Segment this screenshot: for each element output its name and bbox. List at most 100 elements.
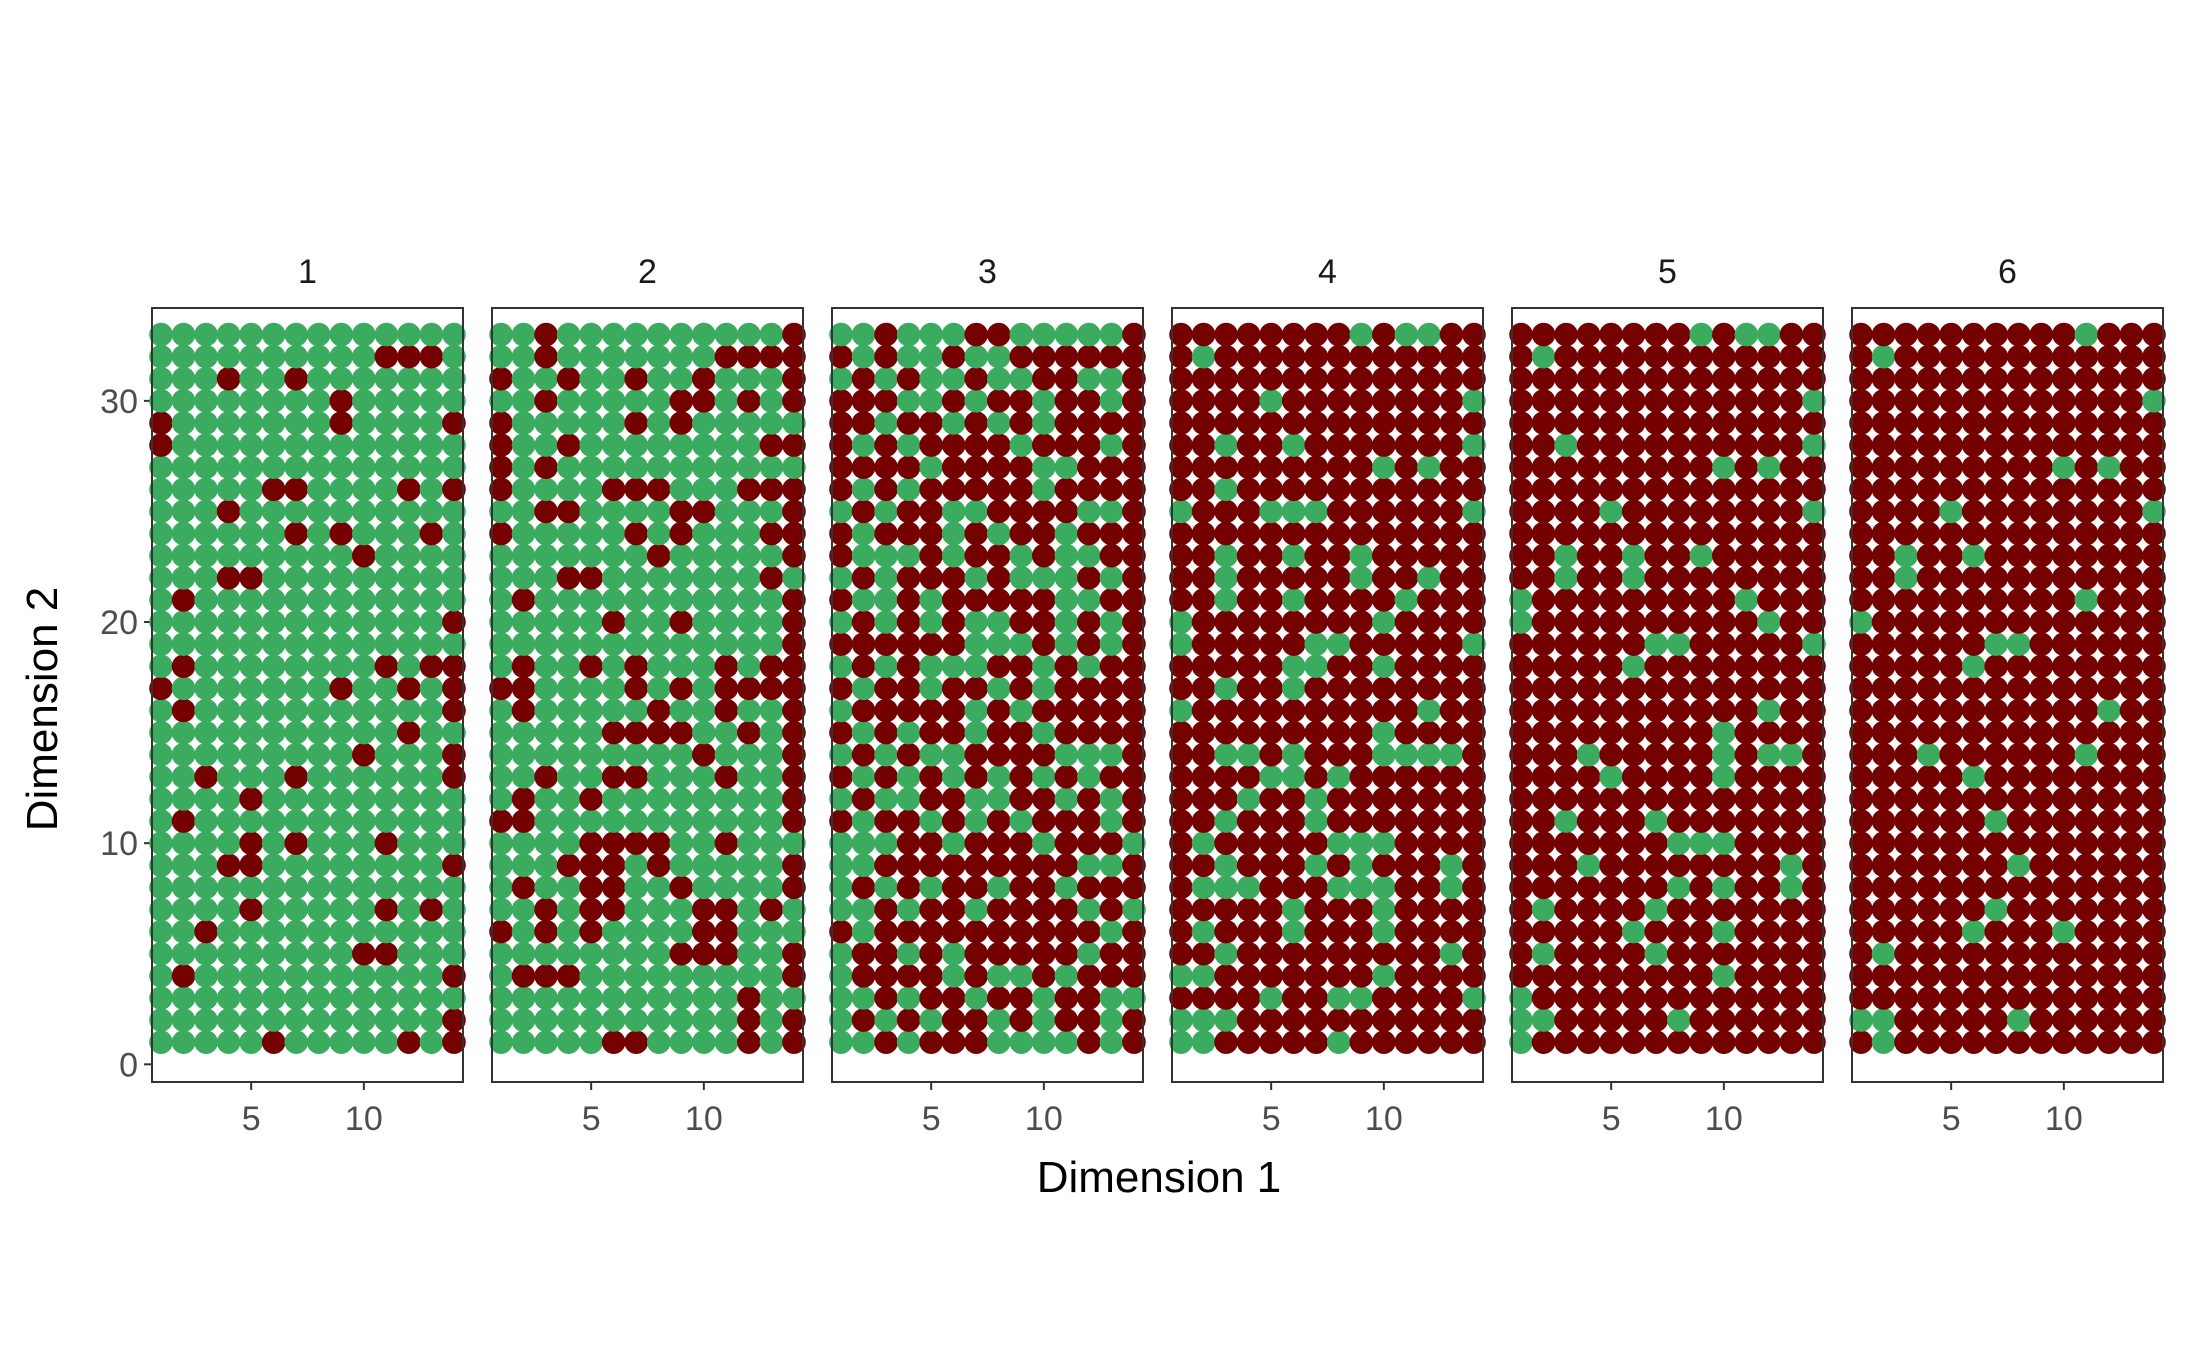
data-point-red <box>1984 455 2009 480</box>
data-point-green <box>851 765 876 789</box>
data-point-green <box>1032 411 1056 435</box>
data-point-red <box>1394 610 1419 634</box>
data-point-green <box>1214 875 1238 900</box>
data-point-red <box>1394 565 1419 590</box>
data-point-green <box>1349 831 1374 855</box>
data-point-green <box>284 676 309 701</box>
data-point-green <box>1099 610 1124 634</box>
data-point-red <box>1576 433 1601 457</box>
data-point-red <box>1757 543 1781 568</box>
data-point-red <box>1439 521 1464 546</box>
data-point-green <box>489 610 513 634</box>
data-point-green <box>1169 698 1193 723</box>
data-point-red <box>851 366 876 391</box>
data-point-red <box>1259 366 1283 391</box>
data-point-red <box>1757 676 1781 701</box>
data-point-red <box>1644 521 1669 546</box>
data-point-green <box>352 964 376 988</box>
data-point-green <box>737 411 761 435</box>
data-point-green <box>442 986 466 1010</box>
data-point-green <box>1054 787 1079 811</box>
data-point-red <box>1281 1008 1306 1032</box>
data-point-red <box>1916 411 1941 435</box>
data-point-green <box>329 588 354 612</box>
data-point-red <box>1439 344 1464 369</box>
data-point-green <box>1009 964 1034 988</box>
data-point-green <box>239 477 263 502</box>
data-point-red <box>1462 676 1486 701</box>
data-point-green <box>1509 610 1533 634</box>
data-point-red <box>1009 411 1034 435</box>
data-point-red <box>1349 809 1374 833</box>
data-point-red <box>829 919 853 944</box>
data-point-red <box>1734 875 1759 900</box>
data-point-green <box>397 543 421 568</box>
data-point-red <box>1417 831 1441 855</box>
data-point-red <box>714 765 739 789</box>
data-point-red <box>1802 853 1826 878</box>
data-point-red <box>1849 831 1873 855</box>
data-point-green <box>374 455 399 480</box>
data-point-green <box>149 809 173 833</box>
data-point-red <box>1304 521 1329 546</box>
data-point-red <box>1984 344 2009 369</box>
data-point-green <box>714 565 739 590</box>
data-point-red <box>216 565 241 590</box>
data-point-green <box>1666 1008 1691 1032</box>
data-point-red <box>1281 366 1306 391</box>
data-point-red <box>442 654 466 679</box>
data-point-green <box>646 986 671 1010</box>
data-point-red <box>2142 521 2166 546</box>
data-point-red <box>1417 853 1441 878</box>
data-point-red <box>1462 610 1486 634</box>
data-point-red <box>1009 765 1034 789</box>
data-point-red <box>1802 477 1826 502</box>
data-point-red <box>579 875 603 900</box>
data-point-green <box>216 720 241 745</box>
data-point-red <box>1531 809 1556 833</box>
data-point-green <box>284 742 309 767</box>
data-point-red <box>964 477 989 502</box>
data-point-green <box>919 610 943 634</box>
data-point-green <box>489 499 513 524</box>
data-point-red <box>2119 964 2144 988</box>
data-point-green <box>374 411 399 435</box>
data-point-red <box>1054 344 1079 369</box>
data-point-red <box>489 477 513 502</box>
x-tick-label: 5 <box>922 1100 941 1138</box>
data-point-red <box>714 676 739 701</box>
data-point-red <box>964 875 989 900</box>
data-point-red <box>829 344 853 369</box>
data-point-green <box>261 389 286 413</box>
data-point-green <box>397 919 421 944</box>
data-point-red <box>874 698 898 723</box>
data-point-red <box>1916 919 1941 944</box>
data-point-red <box>692 919 716 944</box>
data-point-red <box>1214 897 1238 922</box>
data-point-red <box>1191 366 1216 391</box>
data-point-red <box>1077 389 1101 413</box>
data-point-red <box>2097 499 2121 524</box>
data-point-red <box>1304 831 1329 855</box>
data-point-red <box>1236 831 1261 855</box>
data-point-green <box>1122 897 1146 922</box>
data-point-green <box>1169 499 1193 524</box>
data-point-red <box>1326 676 1351 701</box>
data-point-green <box>874 411 898 435</box>
data-point-red <box>1621 455 1646 480</box>
data-point-green <box>1372 455 1396 480</box>
data-point-green <box>397 897 421 922</box>
data-point-green <box>397 831 421 855</box>
data-point-green <box>261 720 286 745</box>
data-point-red <box>1599 698 1623 723</box>
data-point-green <box>1734 322 1759 347</box>
data-point-red <box>1576 964 1601 988</box>
data-point-red <box>1326 588 1351 612</box>
data-point-green <box>851 1030 876 1054</box>
data-point-red <box>1372 322 1396 347</box>
data-point-red <box>1779 344 1804 369</box>
data-point-red <box>1871 742 1896 767</box>
data-point-red <box>1281 322 1306 347</box>
data-point-red <box>851 610 876 634</box>
